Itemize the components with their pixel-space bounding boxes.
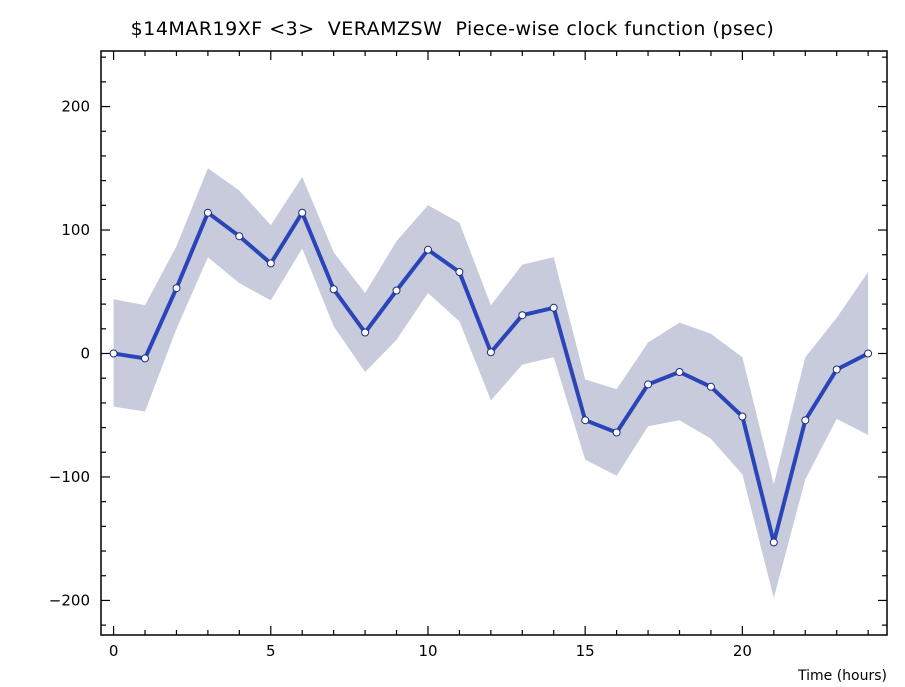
- plot-frame: [100, 50, 888, 636]
- data-point: [486, 348, 495, 357]
- data-point: [455, 268, 464, 276]
- x-tick-label: 15: [576, 642, 595, 660]
- data-point: [266, 259, 275, 268]
- chart-title: $14MAR19XF <3> VERAMZSW Piece-wise clock…: [130, 18, 775, 40]
- x-tick-label: 5: [266, 642, 276, 660]
- data-points: [109, 208, 873, 547]
- data-point: [769, 538, 778, 547]
- y-tick-label: −200: [49, 591, 90, 609]
- tick-labels: 0 5 10 15 20 −200 −100 0 100 200: [49, 98, 752, 660]
- y-tick-label: 0: [80, 345, 90, 363]
- data-point: [644, 380, 653, 389]
- data-point: [518, 311, 527, 320]
- data-point: [612, 428, 621, 437]
- data-point: [298, 208, 307, 217]
- x-tick-label: 0: [109, 642, 119, 660]
- data-point: [581, 416, 590, 425]
- data-point: [203, 208, 212, 217]
- data-point: [235, 232, 244, 241]
- y-tick-label: 100: [61, 221, 90, 239]
- data-point: [801, 416, 810, 425]
- data-point: [329, 285, 338, 294]
- data-point: [141, 354, 149, 363]
- axis-ticks: [101, 51, 887, 635]
- y-tick-label: −100: [49, 468, 90, 486]
- data-point: [361, 328, 370, 337]
- x-axis-label: Time (hours): [797, 668, 887, 684]
- uncertainty-band-layer: [113, 168, 869, 599]
- x-tick-label: 20: [733, 642, 752, 660]
- data-point: [392, 286, 401, 295]
- data-point: [424, 245, 432, 254]
- data-point: [109, 349, 118, 358]
- data-point: [549, 303, 558, 312]
- data-point: [738, 412, 747, 421]
- data-point: [675, 368, 684, 376]
- data-point: [706, 382, 715, 391]
- x-tick-label: 10: [418, 642, 437, 660]
- y-tick-label: 200: [61, 98, 90, 116]
- data-point: [864, 349, 873, 358]
- data-point: [172, 284, 181, 293]
- data-point: [832, 365, 841, 374]
- uncertainty-band: [113, 168, 869, 599]
